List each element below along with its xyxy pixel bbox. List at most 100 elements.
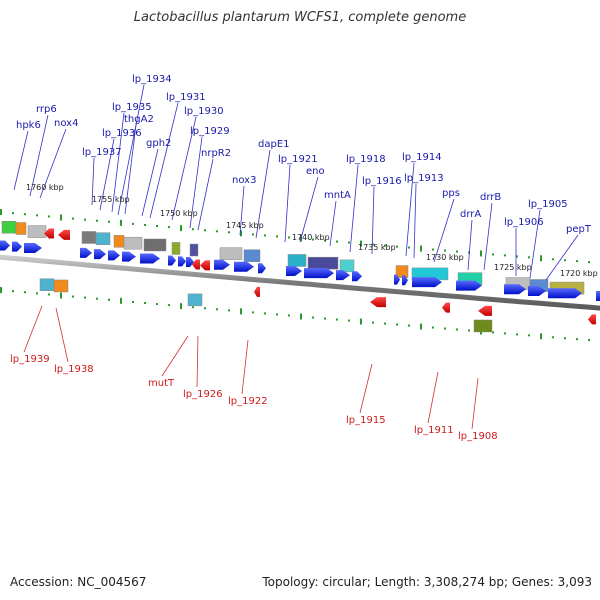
kbp-marker: 1745 kbp [226, 221, 264, 230]
gene-label-pps: pps [442, 188, 460, 199]
tick-mark [36, 292, 38, 295]
forward-gene-arrow [504, 284, 526, 295]
tick-mark [540, 333, 542, 340]
tick-mark [180, 303, 182, 310]
tick-mark [564, 337, 566, 340]
feature-box [15, 222, 27, 235]
tick-mark [324, 317, 326, 320]
leader-line [349, 164, 359, 253]
forward-gene-arrow [336, 270, 350, 281]
gene-label-lp-1922: lp_1922 [228, 396, 268, 407]
tick-mark [0, 287, 2, 294]
leader-line [405, 162, 415, 257]
leader-line [471, 377, 479, 430]
label-layer: hpk6 rrp6 nox4 lp_1937 lp_1936 lp_1935 lp_1934… [10, 74, 592, 442]
tick-mark [432, 326, 434, 329]
tick-mark [288, 236, 290, 239]
kbp-marker: 1740 kbp [292, 233, 330, 242]
reverse-gene-arrow [442, 302, 450, 313]
kbp-marker: 1750 kbp [160, 209, 198, 218]
tick-mark [372, 321, 374, 324]
leader-line [359, 363, 373, 414]
gene-label-lp-1931: lp_1931 [166, 92, 206, 103]
kbp-marker: 1760 kbp [26, 183, 64, 192]
tick-mark [408, 246, 410, 249]
tick-mark [276, 235, 278, 238]
gene-label-drra: drrA [460, 209, 481, 220]
gene-label-lp-1935: lp_1935 [112, 102, 152, 113]
forward-gene-arrow [596, 291, 600, 302]
tick-mark [324, 239, 326, 242]
tick-mark [396, 323, 398, 326]
leader-line [149, 102, 179, 219]
tick-mark [336, 240, 338, 243]
tick-mark [48, 293, 50, 296]
tick-mark [204, 307, 206, 310]
forward-gene-arrow [286, 265, 302, 276]
leader-line [239, 185, 245, 236]
tick-mark [588, 261, 590, 264]
gene-label-nrpr2: nrpR2 [201, 148, 231, 159]
gene-label-lp-1913: lp_1913 [404, 173, 444, 184]
tick-mark [516, 255, 518, 258]
tick-mark [480, 250, 482, 257]
gene-label-thga2: thgA2 [124, 114, 154, 125]
tick-mark [516, 333, 518, 336]
reverse-gene-arrow [192, 259, 200, 270]
gene-label-nox3: nox3 [232, 175, 256, 186]
tick-mark [216, 230, 218, 233]
tick-mark [12, 290, 14, 293]
gene-label-lp-1905: lp_1905 [528, 199, 568, 210]
gene-label-gph2: gph2 [146, 138, 171, 149]
forward-gene-arrow [214, 259, 230, 270]
tick-mark [108, 220, 110, 223]
forward-gene-arrow [394, 274, 400, 285]
gene-label-lp-1911: lp_1911 [414, 425, 454, 436]
feature-box [81, 231, 97, 244]
tick-mark [240, 308, 242, 315]
feature-box [171, 242, 181, 255]
genome-backbone [0, 254, 600, 311]
gene-label-lp-1916: lp_1916 [362, 176, 402, 187]
tick-mark [528, 334, 530, 337]
leader-line [299, 176, 319, 243]
leader-line [141, 148, 159, 217]
tick-mark [528, 256, 530, 259]
leader-line [124, 124, 137, 215]
leader-line [117, 84, 145, 216]
tick-mark [132, 222, 134, 225]
leader-line [427, 371, 439, 424]
gene-label-pept: pepT [566, 224, 592, 235]
feature-box [189, 243, 199, 257]
leader-line [467, 219, 473, 271]
tick-mark [0, 209, 2, 216]
kbp-marker-layer: 1760 kbp 1755 kbp 1750 kbp 1745 kbp 1740 kbp… [26, 183, 598, 278]
tick-mark [228, 231, 230, 234]
tick-mark [396, 245, 398, 248]
tick-mark [192, 228, 194, 231]
forward-gene-arrow [0, 240, 10, 251]
feature-box [187, 293, 203, 307]
forward-gene-arrow [456, 280, 482, 291]
tick-mark [12, 212, 14, 215]
feature-box [307, 256, 339, 270]
tick-mark [144, 223, 146, 226]
gene-label-lp-1906: lp_1906 [504, 217, 544, 228]
leader-line [255, 149, 271, 239]
tick-mark [564, 259, 566, 262]
leader-line [13, 130, 29, 191]
tick-mark [180, 225, 182, 232]
reverse-gene-arrow [478, 305, 492, 316]
tick-mark [456, 250, 458, 253]
feature-box [339, 259, 355, 273]
tick-mark [156, 303, 158, 306]
gene-label-eno: eno [306, 166, 325, 177]
tick-mark [120, 219, 122, 226]
tick-mark [120, 297, 122, 304]
leader-line [329, 200, 337, 247]
gene-layer [0, 228, 600, 325]
leader-line [483, 202, 493, 271]
forward-gene-arrow [140, 253, 160, 264]
leader-line [29, 114, 49, 197]
forward-gene-arrow [258, 263, 266, 274]
